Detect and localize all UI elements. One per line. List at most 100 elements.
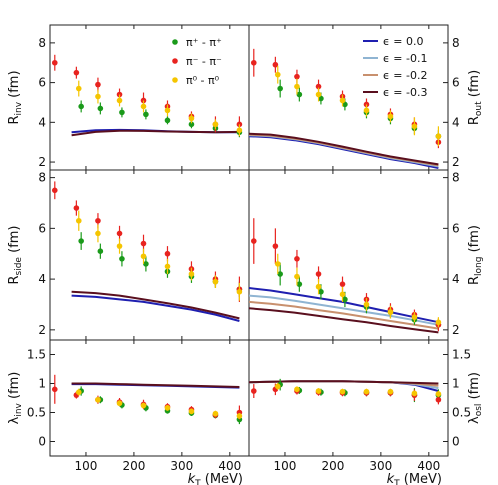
panel-rinv: 2 4 6 8 Rinv (fm) — [7, 24, 250, 171]
data-point — [277, 271, 283, 277]
data-point — [339, 97, 346, 104]
y-tick-label: 1.5 — [27, 348, 46, 362]
data-point — [116, 91, 123, 98]
data-point — [78, 238, 84, 244]
data-point — [274, 261, 281, 267]
y-tick-label: 2 — [452, 155, 460, 169]
data-point — [140, 97, 147, 104]
data-point — [188, 115, 195, 122]
data-point — [95, 230, 101, 237]
data-point — [164, 250, 171, 257]
legend-label: ϵ = 0.0 — [383, 35, 423, 48]
data-point — [294, 386, 300, 393]
data-point — [51, 187, 58, 194]
y-axis-label-rside: Rside (fm) — [7, 225, 24, 284]
data-point — [188, 408, 195, 415]
data-point — [116, 97, 123, 104]
data-point — [188, 271, 195, 277]
y-axis-label-losl: λosl (fm) — [467, 372, 484, 424]
y-tick-label: 0 — [452, 435, 460, 449]
x-tick-label: 200 — [321, 459, 344, 473]
curve-ϵ = -0.3 — [71, 129, 240, 137]
data-point — [236, 288, 243, 295]
data-point — [435, 391, 442, 397]
y-axis-label-rinv: Rinv (fm) — [7, 70, 24, 124]
curve-ϵ = -0.3 — [71, 382, 240, 388]
data-point — [164, 107, 171, 114]
data-point — [339, 291, 346, 298]
panel-plot-area — [249, 218, 442, 334]
data-point — [236, 127, 243, 134]
y-tick-label: 2 — [38, 155, 46, 169]
panel-rlong: 2 4 6 8 Rlong (fm) — [248, 169, 484, 341]
data-point — [95, 81, 101, 88]
panel-losl: 0 0.5 1 1.5 λosl (fm) — [248, 339, 484, 457]
y-tick-label: 8 — [38, 36, 46, 50]
y-tick-label: 4 — [38, 272, 46, 286]
data-point — [164, 405, 171, 411]
x-axis-label-right: kT (MeV) — [387, 472, 442, 485]
data-point — [294, 83, 300, 90]
data-point — [315, 91, 322, 98]
data-point — [95, 93, 101, 100]
curve-ϵ = -0.3 — [249, 307, 439, 334]
x-tick-label: 300 — [369, 459, 392, 473]
y-tick-label: 4 — [38, 115, 46, 129]
data-point — [342, 296, 348, 303]
y-tick-label: 0 — [38, 435, 46, 449]
y-tick-label: 6 — [452, 221, 460, 235]
data-point — [363, 107, 370, 114]
x-axis-label-left: kT (MeV) — [188, 472, 243, 485]
y-tick-label: 4 — [452, 272, 460, 286]
data-point — [116, 400, 123, 407]
legend-label: π⁺ - π⁺ — [186, 36, 222, 49]
y-tick-label: 8 — [38, 171, 46, 185]
legend-marker — [172, 39, 178, 45]
y-tick-label: 8 — [452, 36, 460, 50]
data-point — [164, 117, 171, 124]
y-tick-label: 2 — [452, 323, 460, 337]
data-point — [296, 281, 303, 287]
x-tick-label: 100 — [75, 459, 98, 473]
y-tick-label: 1 — [38, 377, 46, 391]
y-tick-label: 1.5 — [452, 348, 471, 362]
data-point — [119, 109, 125, 116]
data-point — [411, 123, 418, 130]
panel-plot-area — [51, 374, 243, 425]
data-point — [339, 388, 346, 395]
data-point — [140, 240, 147, 247]
x-tick-label: 100 — [274, 459, 297, 473]
x-tick-label: 400 — [218, 459, 241, 473]
data-point — [294, 73, 300, 80]
legend-label: π⁻ - π⁻ — [186, 55, 222, 68]
y-tick-label: 4 — [452, 115, 460, 129]
y-tick-label: 6 — [38, 221, 46, 235]
data-point — [236, 121, 243, 128]
panel-rside: 2 4 6 8 Rside (fm) — [7, 169, 250, 341]
data-point — [212, 121, 219, 128]
data-point — [294, 256, 300, 262]
data-point — [339, 281, 346, 287]
data-point — [435, 133, 442, 140]
curve-ϵ = -0.3 — [71, 290, 240, 320]
data-point — [387, 309, 394, 315]
legend: π⁺ - π⁺ π⁻ - π⁻ π⁰ - π⁰ ϵ = 0.0 ϵ = -0.1 ϵ = … — [172, 35, 427, 99]
data-point — [387, 388, 394, 395]
legend-label: ϵ = -0.2 — [383, 69, 427, 82]
data-point — [51, 59, 58, 66]
curve-ϵ = 0.0 — [249, 135, 439, 169]
data-point — [164, 263, 171, 270]
x-tick-label: 200 — [122, 459, 145, 473]
data-point — [363, 388, 370, 395]
data-point — [78, 103, 84, 110]
data-point — [274, 71, 281, 78]
data-point — [119, 256, 125, 262]
curve-ϵ = -0.2 — [249, 300, 439, 330]
data-point — [73, 205, 80, 211]
panel-frame — [49, 339, 250, 457]
data-point — [411, 314, 418, 320]
data-point — [51, 386, 58, 393]
data-point — [73, 69, 80, 76]
